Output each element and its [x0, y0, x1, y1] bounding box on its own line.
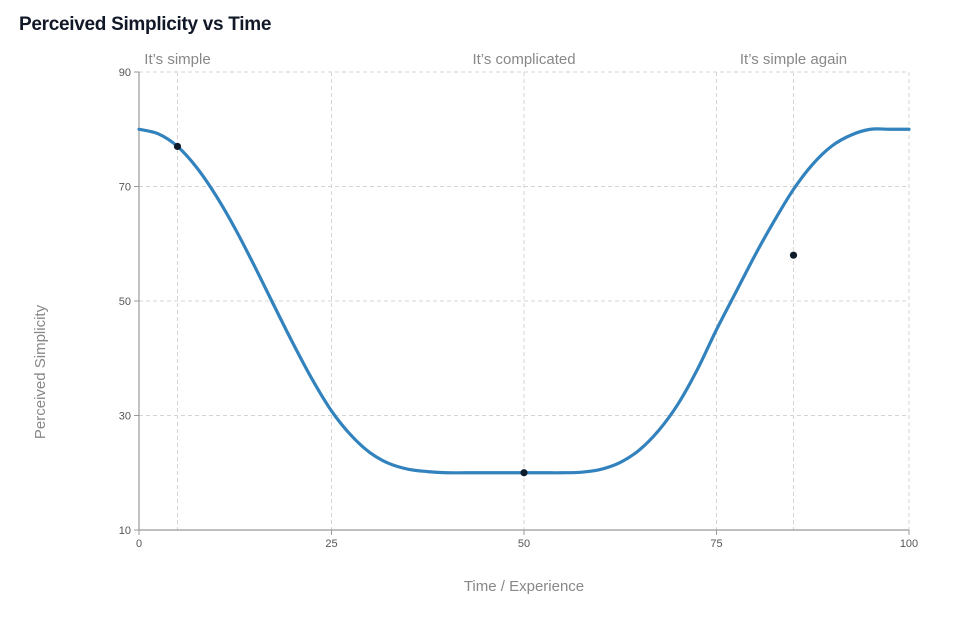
markers-group: [173, 142, 798, 477]
data-point-marker: [173, 142, 182, 151]
x-tick-label: 25: [325, 538, 337, 550]
y-tick-label: 70: [119, 182, 131, 194]
x-tick-label: 75: [710, 538, 722, 550]
x-tick-label: 50: [518, 538, 530, 550]
y-tick-label: 90: [119, 67, 131, 79]
y-axis-title: Perceived Simplicity: [32, 304, 49, 439]
annotation-label: It’s simple: [144, 51, 210, 68]
data-point-marker: [520, 469, 528, 477]
grid: [138, 71, 910, 531]
annotations-group: It’s simple It’s complicated It’s simple a…: [144, 51, 847, 68]
x-tick-label: 0: [136, 538, 142, 550]
annotation-label: It’s complicated: [472, 51, 575, 68]
y-tick-label: 10: [119, 525, 131, 537]
axes: 10 30 50 70 90 0 25 50 75 100: [119, 67, 918, 550]
y-tick-label: 50: [119, 296, 131, 308]
data-point-marker: [789, 251, 798, 259]
x-tick-label: 100: [900, 538, 918, 550]
chart-title: Perceived Simplicity vs Time: [19, 14, 272, 35]
x-axis-title: Time / Experience: [464, 578, 584, 595]
annotation-label: It’s simple again: [740, 51, 847, 68]
y-tick-label: 30: [119, 411, 131, 423]
